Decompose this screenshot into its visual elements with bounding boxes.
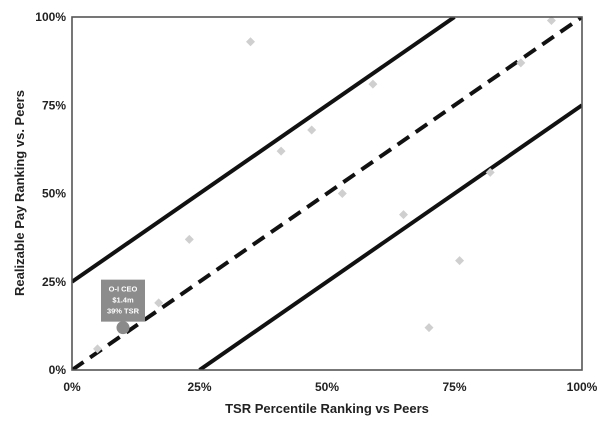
peer-data-point [455, 256, 465, 266]
peer-data-point [337, 189, 347, 198]
reference-lines [72, 17, 582, 370]
peer-data-point [184, 234, 194, 244]
peer-data-point [276, 146, 286, 156]
callout-text-line: 39% TSR [107, 307, 140, 316]
y-tick-label: 50% [42, 187, 66, 201]
plot-area-frame [71, 16, 583, 371]
ceo-callout: O-I CEO $1.4m 39% TSR [101, 279, 145, 322]
peer-data-point [154, 298, 164, 308]
peer-data-point [368, 79, 378, 89]
x-tick-label: 50% [315, 380, 339, 394]
lower-band-line [198, 103, 582, 370]
peer-data-point [424, 323, 434, 333]
peer-data-point [246, 37, 255, 47]
y-tick-label: 75% [42, 98, 66, 112]
y-tick-label: 0% [49, 363, 67, 377]
axis-ticks: 0% 25% 50% 75% 100% 0% 25% 50% 75% 100% [35, 10, 597, 394]
peer-data-point [399, 210, 408, 220]
ceo-data-point [116, 321, 130, 335]
x-tick-label: 0% [63, 380, 81, 394]
peer-data-point [93, 344, 102, 354]
x-tick-label: 75% [442, 380, 466, 394]
data-points [93, 16, 556, 354]
callout-box [101, 279, 145, 322]
y-axis-title: Realizable Pay Ranking vs. Peers [12, 90, 27, 296]
callout-text-line: $1.4m [112, 296, 134, 305]
parity-dashed-line [72, 17, 582, 370]
x-axis-title: TSR Percentile Ranking vs Peers [225, 401, 429, 416]
y-tick-label: 100% [35, 10, 66, 24]
callout-text-line: O-I CEO [109, 285, 138, 294]
x-tick-label: 100% [567, 380, 598, 394]
peer-data-point [516, 58, 526, 68]
peer-data-point [307, 125, 317, 135]
x-tick-label: 25% [187, 380, 211, 394]
peer-data-point [546, 16, 556, 26]
peer-data-point [485, 167, 495, 177]
upper-band-line [72, 17, 456, 284]
y-tick-label: 25% [42, 275, 66, 289]
